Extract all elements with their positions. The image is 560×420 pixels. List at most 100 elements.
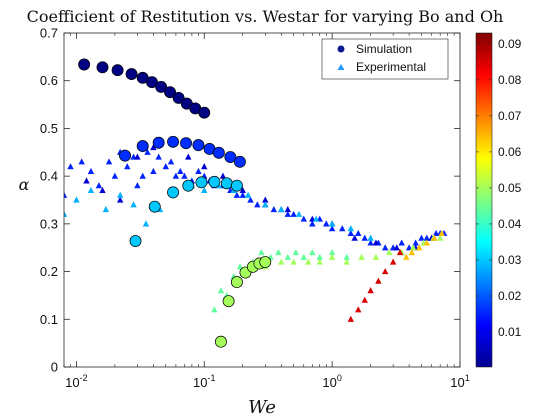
y-tick-label: 0.4 [40, 169, 58, 184]
simulation-point [111, 64, 124, 77]
simulation-point [167, 135, 179, 148]
experimental-point [111, 172, 119, 179]
experimental-point [116, 196, 124, 203]
experimental-point [309, 220, 316, 227]
experimental-point [290, 210, 297, 217]
experimental-point [167, 158, 175, 165]
simulation-point [195, 176, 208, 189]
experimental-point [328, 248, 336, 256]
simulation-point [208, 175, 221, 188]
experimental-point [236, 263, 244, 270]
legend-label-experimental: Experimental [356, 60, 426, 74]
simulation-point [220, 177, 233, 190]
experimental-point [162, 163, 169, 170]
x-tick-label-base: 10 [65, 375, 79, 390]
legend-marker-simulation [337, 45, 345, 53]
experimental-point [278, 258, 285, 265]
experimental-point [358, 253, 365, 260]
plot-frame [63, 32, 461, 368]
experimental-point [95, 182, 103, 189]
simulation-point [230, 179, 243, 192]
experimental-point [381, 268, 389, 275]
experimental-point [247, 196, 254, 203]
experimental-point [328, 220, 336, 227]
y-tick-label: 0.3 [40, 216, 58, 231]
simulation-point [180, 137, 192, 150]
experimental-point [316, 253, 323, 260]
experimental-point [432, 229, 440, 236]
experimental-point [416, 244, 423, 251]
experimental-point [309, 248, 316, 256]
experimental-point [323, 220, 330, 227]
experimental-point [172, 172, 180, 179]
experimental-point [423, 234, 431, 241]
experimental-point [64, 210, 68, 217]
simulation-point [222, 295, 235, 308]
y-tick-label: 0.7 [40, 26, 58, 41]
experimental-point [144, 148, 151, 155]
experimental-point [300, 253, 307, 260]
experimental-point [351, 234, 358, 241]
x-axis-label: We [248, 397, 276, 418]
experimental-point [436, 234, 444, 241]
experimental-point [328, 225, 336, 232]
simulation-point [164, 86, 176, 99]
colorbar-tick-label: 0.07 [498, 109, 522, 123]
x-tick-label-base: 10 [193, 375, 207, 390]
experimental-point [409, 244, 417, 251]
legend: Simulation Experimental [321, 38, 449, 80]
chart-title: Coefficient of Restitution vs. Westar fo… [27, 7, 504, 26]
x-tick-label: 10-2 [65, 373, 87, 390]
legend-marker-experimental [337, 64, 345, 70]
simulation-point [125, 68, 138, 80]
simulation-point [136, 140, 149, 153]
experimental-point [67, 163, 74, 170]
experimental-point [219, 172, 227, 179]
experimental-point [295, 210, 303, 217]
experimental-point [134, 153, 141, 160]
experimental-point [284, 253, 291, 260]
experimental-point [396, 248, 404, 256]
y-axis-label: α [19, 175, 30, 194]
experimental-point [217, 287, 225, 294]
x-tick-label-base: 10 [450, 375, 464, 390]
simulation-point [224, 151, 237, 164]
experimental-point [375, 277, 382, 284]
experimental-point [254, 201, 261, 208]
simulation-point [259, 256, 272, 268]
experimental-point [412, 239, 419, 246]
experimental-point [239, 191, 246, 198]
simulation-point [78, 58, 91, 71]
experimental-point [87, 167, 95, 174]
simulation-point [152, 136, 165, 149]
experimental-point [130, 201, 137, 208]
x-tick-label-base: 10 [322, 375, 336, 390]
colorbar: 0.01 0.02 0.03 0.04 0.05 0.06 0.07 0.08 0.09 [475, 32, 522, 368]
experimental-point [105, 158, 113, 165]
experimental-point [361, 296, 368, 303]
experimental-point [398, 239, 405, 246]
experimental-point [150, 144, 157, 151]
experimental-point [233, 191, 241, 198]
colorbar-tick-label: 0.01 [498, 325, 522, 339]
y-tick-label: 0.2 [40, 264, 58, 279]
experimental-point [405, 244, 413, 251]
experimental-point [185, 153, 192, 160]
y-tick-label: 0.1 [40, 312, 58, 327]
experimental-point [177, 167, 184, 174]
x-tick-label-exponent: -1 [207, 373, 215, 383]
x-tick-label-exponent: 0 [337, 373, 342, 383]
experimental-point [134, 182, 141, 189]
experimental-point [328, 253, 336, 260]
y-tick-label: 0.6 [40, 73, 58, 88]
experimental-point [258, 248, 265, 256]
experimental-point [78, 158, 85, 165]
simulation-point [119, 149, 131, 162]
colorbar-tick-label: 0.08 [498, 73, 522, 87]
experimental-point [347, 315, 355, 322]
legend-box [321, 38, 449, 80]
simulation-point [214, 335, 227, 348]
colorbar-tick-label: 0.02 [498, 289, 522, 303]
simulation-point [167, 186, 179, 199]
experimental-point [316, 258, 323, 265]
